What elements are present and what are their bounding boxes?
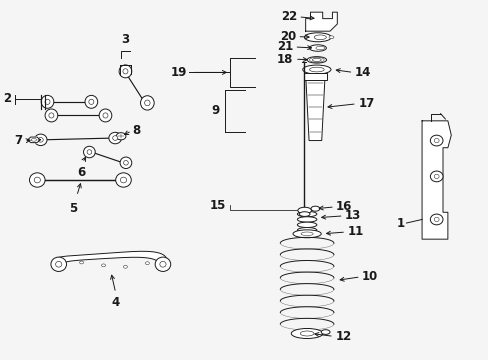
Polygon shape [27,137,40,143]
Ellipse shape [297,211,316,217]
Ellipse shape [299,212,309,216]
Ellipse shape [85,95,98,108]
Text: 15: 15 [209,199,226,212]
Ellipse shape [291,328,322,338]
Text: 1: 1 [396,216,404,230]
Ellipse shape [429,171,442,182]
Ellipse shape [31,139,37,141]
Ellipse shape [315,46,324,50]
Text: 11: 11 [347,225,363,238]
Ellipse shape [109,132,122,144]
Ellipse shape [312,58,321,62]
Ellipse shape [433,217,438,222]
Ellipse shape [297,217,316,222]
Text: 4: 4 [111,296,120,309]
Ellipse shape [49,113,54,118]
Ellipse shape [433,174,438,179]
Polygon shape [305,12,337,31]
Ellipse shape [89,99,94,104]
Ellipse shape [122,69,128,74]
Ellipse shape [302,65,330,74]
Ellipse shape [433,138,438,143]
Text: 9: 9 [211,104,219,117]
Ellipse shape [87,150,92,154]
Ellipse shape [297,207,311,214]
Ellipse shape [297,222,316,228]
Text: 6: 6 [77,166,85,179]
Text: 7: 7 [15,134,22,147]
Ellipse shape [120,157,131,168]
Ellipse shape [41,95,54,108]
Ellipse shape [34,177,41,183]
Ellipse shape [29,173,45,187]
Ellipse shape [155,257,170,271]
Ellipse shape [429,135,442,146]
Ellipse shape [116,173,131,187]
Text: 3: 3 [121,32,129,45]
Ellipse shape [99,109,112,122]
Ellipse shape [140,96,154,110]
Ellipse shape [123,161,128,165]
Ellipse shape [309,45,325,51]
Ellipse shape [116,133,126,140]
Ellipse shape [103,113,108,118]
Text: 10: 10 [362,270,378,283]
Ellipse shape [38,138,43,142]
Ellipse shape [45,99,50,104]
Text: 2: 2 [3,93,11,105]
Text: 8: 8 [132,124,141,138]
Ellipse shape [102,264,105,267]
Ellipse shape [328,36,333,39]
Text: 17: 17 [358,97,374,110]
Polygon shape [421,121,450,239]
Ellipse shape [83,146,95,158]
Ellipse shape [297,228,316,233]
Ellipse shape [56,261,61,267]
Text: 14: 14 [354,66,370,79]
Text: 20: 20 [280,30,296,43]
Text: 12: 12 [335,330,351,343]
Text: 13: 13 [345,210,361,222]
Ellipse shape [292,230,321,238]
Ellipse shape [120,177,126,183]
Ellipse shape [119,65,131,78]
Text: 21: 21 [276,40,292,53]
Ellipse shape [34,134,47,145]
Text: 18: 18 [277,53,293,66]
Ellipse shape [313,35,325,40]
Ellipse shape [301,232,313,235]
FancyBboxPatch shape [303,73,326,80]
Ellipse shape [112,136,118,140]
Ellipse shape [300,331,313,336]
Ellipse shape [309,67,324,72]
Text: 5: 5 [69,202,77,215]
Ellipse shape [144,100,150,106]
Ellipse shape [304,33,330,42]
Ellipse shape [160,261,166,267]
Ellipse shape [321,330,329,334]
Ellipse shape [80,261,83,264]
Ellipse shape [45,109,58,122]
Ellipse shape [123,265,127,268]
Ellipse shape [306,57,326,63]
Polygon shape [55,251,166,269]
Text: 22: 22 [280,10,296,23]
Ellipse shape [145,262,149,265]
Ellipse shape [429,214,442,225]
Ellipse shape [51,257,66,271]
Text: 16: 16 [335,201,351,213]
Ellipse shape [310,206,319,211]
Text: 19: 19 [171,66,187,79]
Polygon shape [305,74,325,140]
